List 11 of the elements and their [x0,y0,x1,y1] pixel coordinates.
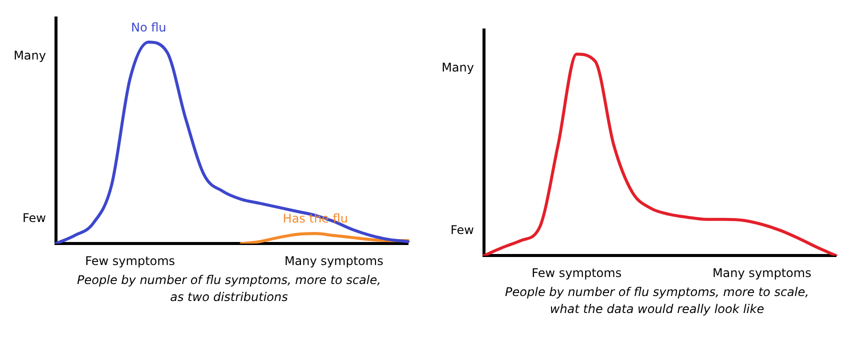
text: Few [22,210,46,225]
text: People by number of flu symptoms, more to scale, as two distributions [76,272,382,306]
text: Many [442,60,474,74]
x-tick-label: Few symptoms [85,254,176,268]
series-label: No flu [130,20,166,34]
x-tick-label: Few symptoms [532,266,622,280]
text: Few [450,222,474,237]
text: People by number of flu symptoms, more to scale, what the data would really look like [504,284,810,318]
text: Many [14,48,46,62]
x-tick-label: Many symptoms [284,254,384,268]
x-tick-label: Many symptoms [712,266,812,280]
